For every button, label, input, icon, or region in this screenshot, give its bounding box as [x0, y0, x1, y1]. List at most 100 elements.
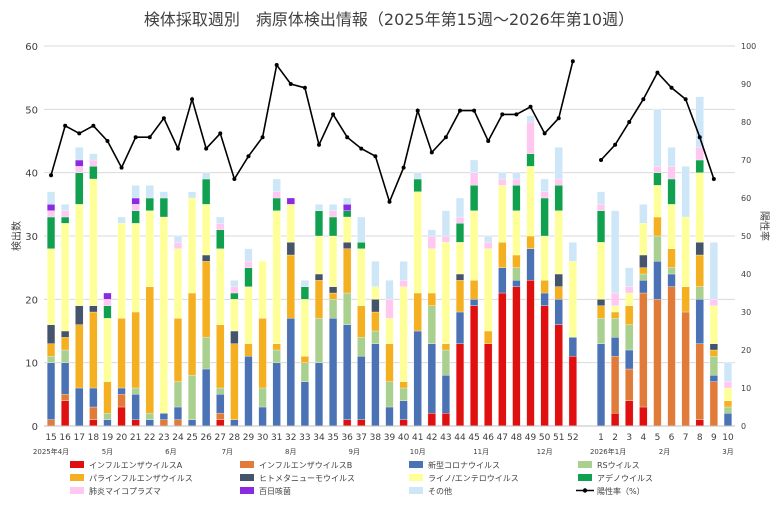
x-tick-label: 32 [285, 433, 296, 443]
bar-segment [385, 406, 394, 427]
bar-segment [399, 400, 408, 420]
bar-segment [512, 280, 521, 287]
bar-segment [611, 356, 620, 414]
legend-label: RSウイルス [597, 461, 640, 470]
bar-segment [357, 305, 366, 338]
bar-segment [314, 318, 324, 363]
bar-segment [455, 223, 465, 243]
bar-segment [371, 286, 380, 300]
bar-segment [173, 419, 182, 427]
bar-segment [455, 197, 465, 218]
bar-segment [216, 419, 225, 427]
line-point [697, 135, 702, 140]
bar-segment [484, 248, 493, 332]
line-point [161, 116, 166, 121]
bar-segment [61, 349, 70, 363]
bar-segment [244, 356, 253, 427]
legend-item: ヒトメタニューモウイルス [240, 474, 355, 483]
bar-segment [357, 248, 366, 306]
y2-tick-label: 20 [741, 346, 751, 355]
bar-segment [441, 375, 450, 414]
bar-segment [554, 147, 563, 180]
bar-segment [611, 292, 620, 306]
x-tick-label: 49 [525, 433, 537, 443]
bar-segment [385, 280, 394, 300]
bar-segment [117, 216, 126, 224]
bar-segment [103, 292, 112, 300]
bar-segment [159, 197, 168, 218]
bar-segment [540, 292, 549, 306]
bar-segment [498, 172, 507, 180]
bar-segment [329, 210, 338, 218]
legend-swatch [240, 487, 254, 494]
bar-segment [131, 387, 140, 395]
bar-segment [258, 387, 267, 408]
y2-tick-label: 30 [741, 308, 751, 317]
bar-segment [244, 343, 253, 357]
bar-segment [723, 381, 732, 389]
line-point [232, 177, 237, 181]
bar-segment [343, 419, 352, 427]
line-point [147, 135, 152, 140]
x-tick-label: 4 [640, 433, 646, 443]
x-tick-label: 35 [327, 433, 338, 443]
line-point [401, 165, 406, 170]
bar-segment [498, 185, 507, 243]
bar-segment [611, 210, 620, 294]
bar-segment [117, 406, 126, 427]
bar-segment [413, 330, 422, 427]
bar-segment [131, 204, 140, 211]
bar-segment [625, 292, 634, 306]
bar-segment [131, 185, 140, 199]
bar-segment [526, 153, 535, 167]
bar-segment [695, 343, 704, 420]
legend-item: その他 [409, 486, 452, 496]
bar-segment [159, 216, 168, 414]
x-tick-label: 42 [426, 433, 437, 443]
line-point [711, 177, 716, 181]
y2-tick-label: 90 [741, 80, 751, 89]
x-tick-label: 36 [341, 433, 353, 443]
bar-segment [75, 387, 84, 427]
x-tick-label: 43 [440, 433, 451, 443]
bar-segment [300, 362, 309, 382]
x-tick-label: 30 [257, 433, 269, 443]
bar-segment [272, 191, 281, 199]
x-tick-label: 9 [711, 433, 717, 443]
bar-segment [455, 216, 465, 224]
y-axis-label: 検出数 [10, 221, 23, 251]
bar-segment [188, 419, 197, 427]
month-label: 6月 [165, 448, 176, 456]
x-tick-label: 29 [243, 433, 255, 443]
bar-segment [89, 311, 98, 389]
bar-segment [272, 349, 281, 363]
bar-segment [47, 343, 56, 357]
x-tick-label: 27 [215, 433, 226, 443]
bar-segment [597, 343, 606, 427]
line-point [218, 131, 223, 136]
bar-segment [188, 197, 197, 294]
line-point [288, 82, 293, 86]
bar-segment [216, 413, 225, 420]
bar-segment [314, 204, 324, 211]
bar-segment [357, 242, 366, 249]
bar-segment [188, 191, 197, 199]
bar-segment [230, 343, 239, 420]
x-tick-label: 47 [497, 433, 508, 443]
bar-segment [258, 261, 267, 319]
x-tick-label: 26 [200, 433, 212, 443]
bar-segment [61, 394, 70, 401]
bar-segment [653, 299, 662, 427]
legend-swatch [70, 474, 84, 481]
bar-segment [75, 305, 84, 325]
line-series [50, 61, 574, 205]
bar-segment [230, 286, 239, 294]
bar-segment [427, 305, 436, 344]
bar-segment [286, 204, 295, 243]
bar-segment [131, 197, 140, 205]
bar-segment [216, 248, 225, 325]
bar-segment [131, 311, 140, 389]
x-tick-label: 52 [567, 433, 578, 443]
bar-segment [639, 254, 648, 268]
bar-segment [145, 413, 154, 420]
